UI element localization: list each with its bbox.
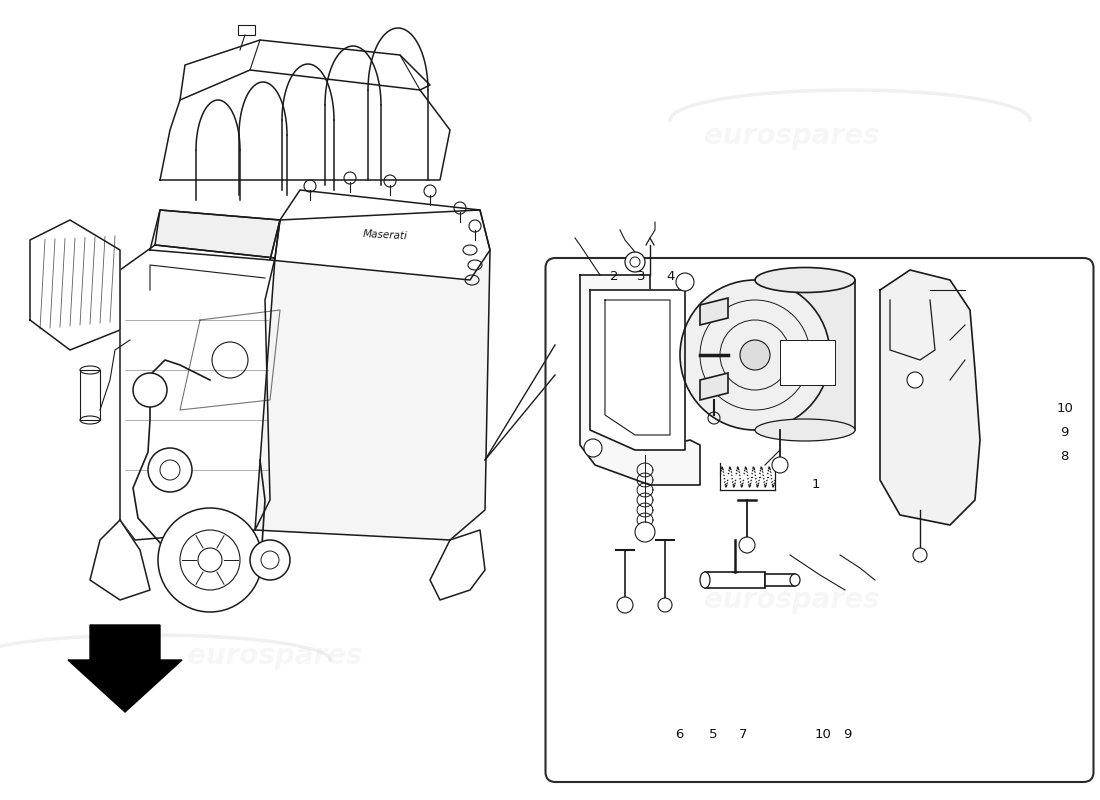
Text: 3: 3 [637,270,646,282]
Text: 4: 4 [667,270,675,282]
Polygon shape [430,530,485,600]
Text: 9: 9 [843,728,851,741]
Circle shape [158,508,262,612]
Circle shape [625,252,645,272]
Ellipse shape [700,572,710,588]
Text: eurospares: eurospares [704,122,880,150]
Circle shape [250,540,290,580]
Circle shape [658,598,672,612]
Text: 2: 2 [609,270,618,282]
Text: 9: 9 [1060,426,1069,438]
Circle shape [635,522,654,542]
Polygon shape [590,290,685,450]
Polygon shape [68,625,182,712]
Circle shape [676,273,694,291]
Polygon shape [890,300,935,360]
Text: 5: 5 [708,728,717,741]
Circle shape [739,537,755,553]
Ellipse shape [790,574,800,586]
Text: Maserati: Maserati [362,229,408,241]
Polygon shape [764,574,795,586]
Polygon shape [120,245,275,540]
Polygon shape [580,275,700,485]
Ellipse shape [755,267,855,293]
Circle shape [772,457,788,473]
Polygon shape [255,210,490,540]
Text: 7: 7 [739,728,748,741]
Text: 10: 10 [1056,402,1074,414]
Polygon shape [705,572,764,588]
Text: eurospares: eurospares [187,642,363,670]
Circle shape [908,372,923,388]
Text: eurospares: eurospares [704,586,880,614]
Bar [780,340,835,385]
Polygon shape [700,298,728,325]
Circle shape [148,448,192,492]
Circle shape [740,340,770,370]
Text: 6: 6 [675,728,684,741]
Ellipse shape [755,419,855,441]
Polygon shape [700,373,728,400]
Polygon shape [880,270,980,525]
Polygon shape [90,520,150,600]
Circle shape [617,597,632,613]
Polygon shape [755,280,855,430]
Circle shape [680,280,830,430]
Text: 1: 1 [812,478,821,490]
Circle shape [133,373,167,407]
Text: eurospares: eurospares [154,218,330,246]
Polygon shape [155,210,280,258]
Text: 10: 10 [814,728,832,741]
Circle shape [913,548,927,562]
Polygon shape [30,220,120,350]
Circle shape [584,439,602,457]
Polygon shape [270,190,490,280]
Text: 8: 8 [1060,450,1069,462]
